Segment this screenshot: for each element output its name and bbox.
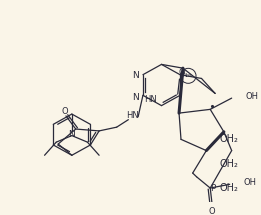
Text: N: N — [132, 93, 139, 102]
Text: OH₂: OH₂ — [220, 159, 239, 169]
Text: O: O — [179, 68, 185, 77]
Text: HN: HN — [126, 111, 139, 120]
Text: OH: OH — [243, 178, 256, 187]
Text: HN: HN — [144, 95, 157, 104]
Text: O: O — [62, 107, 68, 116]
Text: OH₂: OH₂ — [220, 183, 239, 193]
Text: Abs: Abs — [183, 73, 193, 78]
Text: O: O — [209, 207, 216, 215]
Text: OH: OH — [245, 92, 258, 101]
Text: P: P — [210, 184, 216, 193]
Text: N: N — [68, 130, 75, 139]
Text: OH₂: OH₂ — [220, 134, 239, 144]
Text: N: N — [132, 71, 139, 80]
